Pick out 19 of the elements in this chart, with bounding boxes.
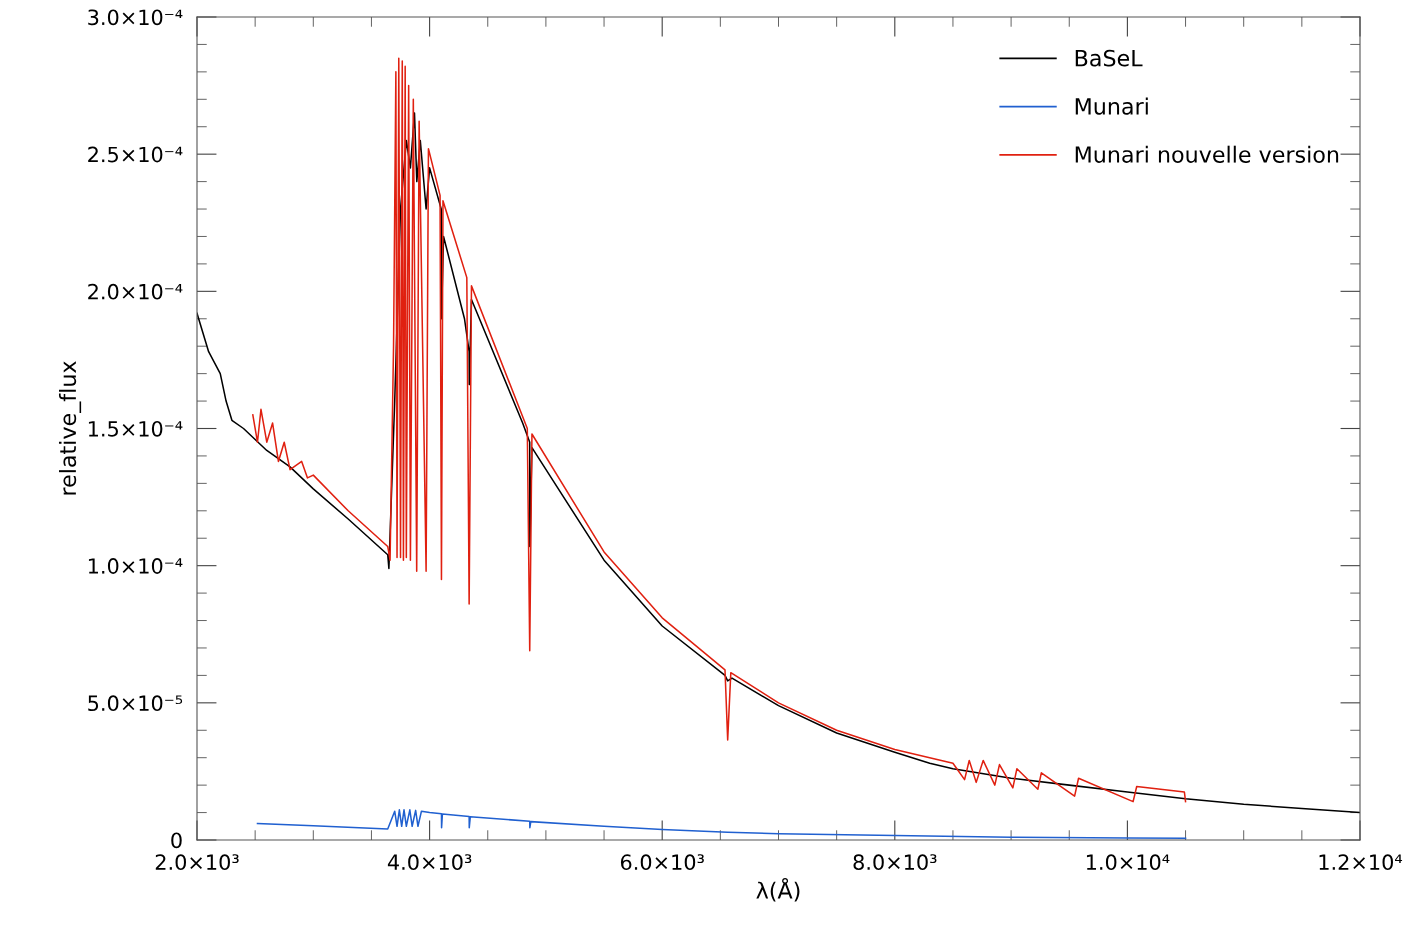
y-tick-label: 5.0×10⁻⁵ — [88, 695, 183, 712]
x-axis-title: λ(Å) — [756, 877, 800, 902]
legend-label: Munari — [1075, 97, 1148, 115]
y-tick-label: 1.5×10⁻⁴ — [88, 420, 183, 437]
legend-label: Munari nouvelle version — [1075, 145, 1339, 163]
x-tick-label: 1.2×10⁴ — [1319, 854, 1403, 871]
y-tick-label: 2.0×10⁻⁴ — [88, 283, 183, 300]
y-tick-label: 2.5×10⁻⁴ — [88, 146, 183, 163]
y-tick-label: 1.0×10⁻⁴ — [88, 558, 183, 574]
y-tick-label: 0 — [171, 832, 182, 849]
legend-label: BaSeL — [1075, 49, 1143, 67]
x-tick-label: 8.0×10³ — [853, 854, 937, 871]
line-series — [256, 809, 1187, 840]
x-tick-label: 4.0×10³ — [387, 854, 472, 871]
x-tick-label: 6.0×10³ — [620, 854, 704, 871]
y-axis-title: relative_flux — [58, 361, 82, 495]
y-tick-label: 3.0×10⁻⁴ — [88, 9, 183, 26]
x-tick-label: 2.0×10³ — [155, 854, 239, 871]
x-tick-label: 1.0×10⁴ — [1086, 854, 1170, 871]
